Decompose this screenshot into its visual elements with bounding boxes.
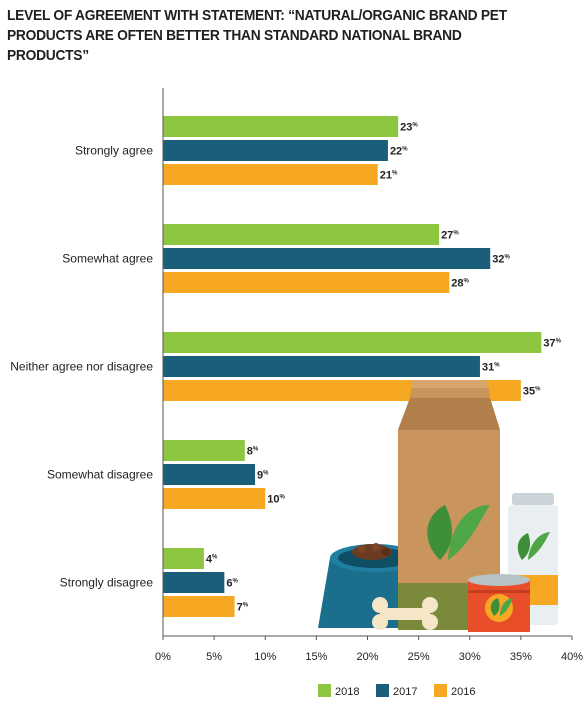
bar-2016 bbox=[163, 596, 235, 617]
bar-2016 bbox=[163, 164, 378, 185]
bar-2016 bbox=[163, 488, 266, 509]
legend: 2018 2017 2016 bbox=[318, 684, 475, 698]
labels-layer: Strongly agree 23% 22% 21% Somewhat agree 27%… bbox=[10, 122, 561, 614]
x-tick-label: 35% bbox=[510, 651, 532, 663]
bar-2018 bbox=[163, 332, 542, 353]
x-tick-label: 0% bbox=[155, 651, 171, 663]
category-label: Strongly disagree bbox=[60, 576, 154, 590]
data-label: 28% bbox=[451, 278, 469, 290]
legend-swatch-2017 bbox=[376, 684, 389, 697]
bar-2018 bbox=[163, 440, 245, 461]
bar-2017 bbox=[163, 572, 225, 593]
bar-2017 bbox=[163, 356, 480, 377]
legend-label-2017: 2017 bbox=[393, 686, 417, 698]
pet-food-can-icon bbox=[468, 574, 530, 632]
bar-2017 bbox=[163, 140, 388, 161]
pet-products-illustration bbox=[318, 380, 558, 632]
chart-title: LEVEL OF AGREEMENT WITH STATEMENT: “NATU… bbox=[7, 7, 507, 64]
x-tick-label: 20% bbox=[356, 651, 378, 663]
data-label: 23% bbox=[400, 122, 418, 134]
category-label: Strongly agree bbox=[75, 144, 153, 158]
category-label: Neither agree nor disagree bbox=[10, 360, 153, 374]
data-label: 35% bbox=[523, 386, 541, 398]
data-label: 8% bbox=[247, 446, 259, 458]
category-label: Somewhat disagree bbox=[47, 468, 153, 482]
data-label: 32% bbox=[492, 254, 510, 266]
legend-label-2016: 2016 bbox=[451, 686, 475, 698]
bar-2016 bbox=[163, 272, 450, 293]
bar-2018 bbox=[163, 116, 399, 137]
data-label: 21% bbox=[380, 170, 398, 182]
dog-bone-icon bbox=[372, 597, 438, 630]
x-tick-label: 30% bbox=[459, 651, 481, 663]
x-tick-label: 5% bbox=[206, 651, 222, 663]
category-label: Somewhat agree bbox=[62, 252, 153, 266]
data-label: 9% bbox=[257, 470, 269, 482]
x-tick-label: 15% bbox=[305, 651, 327, 663]
data-label: 27% bbox=[441, 230, 459, 242]
x-axis-ticks: 0% 5% 10% 15% 20% 25% 30% 35% 40% bbox=[155, 636, 583, 663]
bar-2018 bbox=[163, 548, 204, 569]
bars-layer bbox=[163, 116, 542, 617]
bar-2017 bbox=[163, 464, 256, 485]
data-label: 10% bbox=[267, 494, 285, 506]
data-label: 22% bbox=[390, 146, 408, 158]
legend-label-2018: 2018 bbox=[335, 686, 359, 698]
x-tick-label: 10% bbox=[254, 651, 276, 663]
legend-swatch-2016 bbox=[434, 684, 447, 697]
legend-swatch-2018 bbox=[318, 684, 331, 697]
pet-food-bag-icon bbox=[398, 380, 500, 630]
data-label: 4% bbox=[206, 554, 218, 566]
bar-2018 bbox=[163, 224, 440, 245]
data-label: 31% bbox=[482, 362, 500, 374]
x-tick-label: 40% bbox=[561, 651, 583, 663]
bar-2017 bbox=[163, 248, 491, 269]
data-label: 7% bbox=[237, 602, 249, 614]
data-label: 37% bbox=[543, 338, 561, 350]
data-label: 6% bbox=[226, 578, 238, 590]
x-tick-label: 25% bbox=[408, 651, 430, 663]
